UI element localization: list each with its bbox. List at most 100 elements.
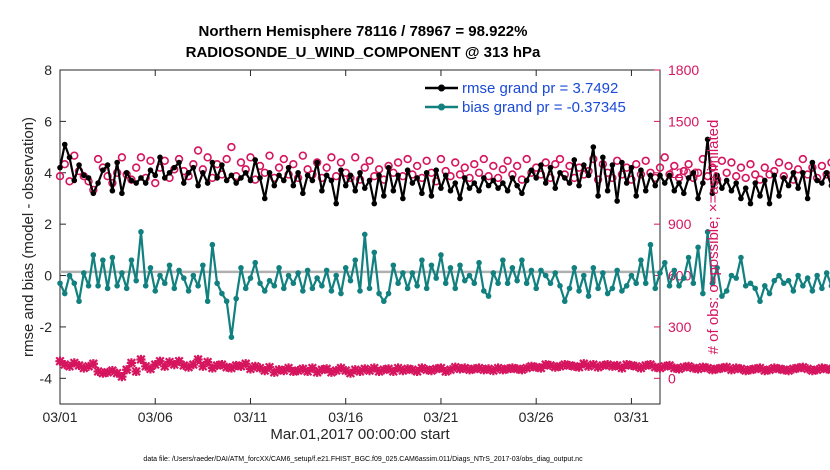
obs-possible-point: [131, 163, 141, 172]
bias-point: [352, 257, 359, 263]
plot-frame: [59, 69, 661, 405]
bias-point: [323, 267, 330, 274]
rmse-point: [761, 177, 768, 184]
bias-point: [614, 267, 620, 274]
obs-assimilated-point: [660, 361, 670, 371]
bias-point: [200, 262, 206, 269]
obs-possible-point: [512, 161, 522, 171]
obs-possible-point: [679, 166, 689, 176]
bias-point: [733, 275, 739, 281]
x-tick-label: 03/06: [138, 409, 173, 425]
obs-assimilated-point: [364, 366, 375, 376]
rmse-point: [190, 164, 197, 171]
obs-assimilated-point: [522, 363, 532, 373]
bias-point: [819, 285, 825, 292]
obs-assimilated-point: [74, 360, 84, 371]
rmse-point: [681, 190, 687, 197]
legend-rmse-marker: [438, 84, 445, 92]
bias-point: [714, 265, 720, 271]
obs-assimilated-point: [436, 363, 446, 373]
obs-possible-point: [498, 165, 508, 174]
rmse-point: [600, 154, 606, 161]
rmse-point: [423, 169, 430, 176]
rmse-point: [228, 172, 235, 179]
bias-point: [652, 285, 659, 292]
rmse-point: [561, 175, 568, 181]
bias-point: [504, 280, 511, 287]
rmse-point: [642, 187, 649, 194]
obs-possible-point: [327, 153, 336, 162]
obs-assimilated-point: [236, 361, 246, 371]
rmse-point: [247, 177, 254, 184]
rmse-point: [147, 167, 154, 173]
rmse-point: [276, 172, 282, 179]
bias-point: [533, 285, 539, 292]
rmse-point: [804, 195, 811, 202]
bias-point: [147, 265, 154, 271]
obs-possible-point: [493, 173, 503, 183]
obs-assimilated-point: [788, 364, 798, 374]
bias-point: [457, 262, 463, 269]
y-axis-label-right: # of obs: o=possible; ×=assimilated: [705, 120, 722, 355]
rmse-point: [604, 187, 611, 194]
bias-point: [552, 270, 559, 276]
rmse-point: [657, 172, 663, 179]
rmse-point: [676, 180, 682, 186]
obs-assimilated-point: [193, 354, 203, 365]
bias-point: [809, 288, 816, 294]
rmse-point: [133, 180, 139, 186]
rmse-point: [395, 172, 401, 179]
bias-point: [619, 288, 625, 294]
obs-assimilated-point: [517, 365, 527, 375]
rmse-point: [323, 172, 330, 179]
bias-point: [442, 280, 449, 287]
obs-assimilated-point: [479, 365, 489, 375]
obs-possible-point: [717, 156, 727, 165]
obs-assimilated-point: [560, 360, 570, 370]
rmse-point: [509, 175, 516, 181]
rmse-point: [452, 180, 459, 186]
bias-point: [233, 295, 239, 302]
rmse-point: [481, 175, 487, 181]
bias-line: [59, 230, 830, 339]
obs-assimilated-point: [583, 361, 594, 371]
rmse-point: [619, 159, 625, 166]
obs-assimilated-point: [564, 360, 575, 371]
obs-assimilated-point: [460, 363, 470, 373]
obs-assimilated-point: [117, 371, 127, 382]
rmse-point: [814, 177, 820, 184]
bias-point: [461, 277, 468, 284]
obs-assimilated-point: [431, 364, 441, 374]
obs-assimilated-point: [817, 363, 827, 373]
legend-bias-label: bias grand pr = -0.37345: [462, 99, 626, 116]
bias-point: [414, 283, 420, 289]
rmse-point: [700, 180, 706, 186]
bias-point: [123, 285, 130, 292]
rmse-point: [376, 172, 382, 179]
bias-point: [685, 254, 692, 261]
obs-assimilated-point: [755, 363, 765, 373]
obs-assimilated-point: [488, 366, 498, 376]
obs-assimilated-point: [336, 363, 346, 373]
bias-point: [666, 283, 673, 289]
obs-assimilated-point: [783, 366, 794, 376]
rmse-point: [719, 185, 725, 191]
bias-point: [419, 257, 425, 263]
rmse-point: [361, 185, 368, 191]
obs-assimilated-point: [698, 362, 708, 372]
obs-assimilated-point: [474, 363, 484, 373]
obs-assimilated-point: [569, 361, 579, 371]
legend-bias-marker: [438, 103, 445, 111]
bias-point: [642, 280, 649, 287]
rmse-point: [476, 187, 482, 194]
obs-assimilated-point: [107, 366, 117, 376]
bias-point: [171, 285, 178, 292]
bias-point: [804, 275, 811, 281]
obs-assimilated-point: [579, 359, 589, 369]
obs-possible-point: [741, 173, 750, 183]
obs-assimilated-point: [664, 360, 675, 371]
rmse-point: [119, 190, 125, 197]
obs-assimilated-point: [722, 362, 732, 372]
y-tick-label-right: 0: [668, 370, 676, 386]
obs-assimilated-point: [155, 356, 165, 366]
